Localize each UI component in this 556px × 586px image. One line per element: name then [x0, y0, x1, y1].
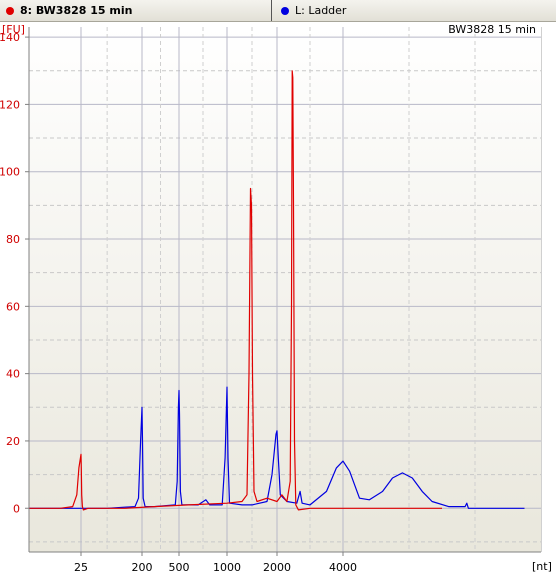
x-tick-label: 25 — [74, 561, 88, 574]
tab-bar: 8: BW3828 15 min L: Ladder — [0, 0, 556, 22]
plot-right-border — [541, 27, 542, 552]
tab-ladder-label: L: Ladder — [295, 4, 347, 17]
y-axis-label: [FU] — [2, 23, 25, 36]
plot-area — [29, 27, 541, 552]
sample-color-dot-icon — [6, 6, 14, 15]
y-tick-label: 80 — [6, 233, 20, 246]
x-tick-label: 200 — [132, 561, 153, 574]
chart-title: BW3828 15 min — [448, 23, 536, 36]
electropherogram-chart[interactable]: 0 20 40 60 80 100 120 140 25 200 500 1000 2000 4000 B… — [0, 22, 556, 586]
y-tick-label: 40 — [6, 368, 20, 381]
axes — [28, 27, 542, 553]
y-tick-label: 60 — [6, 300, 20, 313]
y-tick-label: 120 — [0, 98, 20, 111]
series-lines — [29, 70, 525, 511]
series-line-sample — [29, 70, 442, 511]
x-tick-label: 1000 — [213, 561, 241, 574]
x-tick-label: 500 — [169, 561, 190, 574]
x-tick-label: 2000 — [263, 561, 291, 574]
ladder-color-dot-icon — [281, 6, 289, 15]
y-tick-label: 0 — [13, 502, 20, 515]
x-axis-label: [nt] — [532, 560, 552, 573]
tab-sample[interactable]: 8: BW3828 15 min — [0, 0, 272, 21]
y-tick-label: 140 — [0, 31, 20, 44]
x-tick-label: 4000 — [329, 561, 357, 574]
tick-labels: 0 20 40 60 80 100 120 140 25 200 500 1000 2000 4000 — [0, 31, 357, 574]
y-tick-label: 100 — [0, 166, 20, 179]
y-tick-label: 20 — [6, 435, 20, 448]
tab-ladder[interactable]: L: Ladder — [273, 0, 556, 21]
tab-sample-label: 8: BW3828 15 min — [20, 4, 133, 17]
